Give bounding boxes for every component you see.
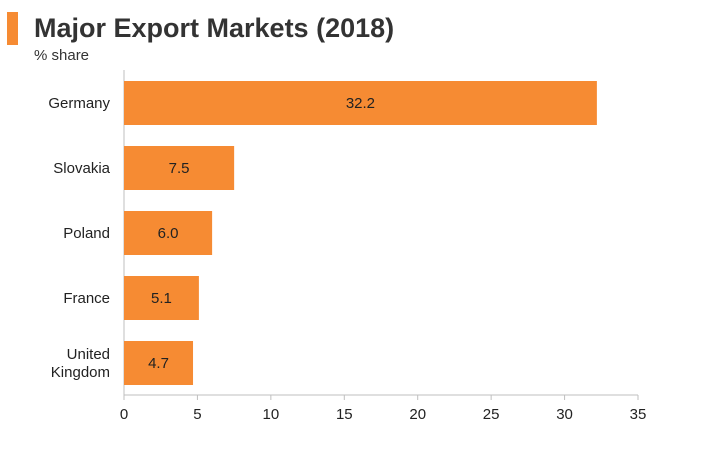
data-label: 5.1 — [151, 290, 172, 307]
category-label: France — [63, 290, 110, 307]
x-tick-label: 5 — [193, 406, 201, 423]
data-label: 7.5 — [169, 160, 190, 177]
chart-title: Major Export Markets (2018) — [34, 13, 395, 43]
category-label: United Kingdom — [51, 346, 110, 381]
chart-subtitle: % share — [34, 47, 90, 64]
x-tick-label: 10 — [263, 406, 280, 423]
data-label: 6.0 — [158, 225, 179, 242]
bar-slovakia — [124, 146, 235, 190]
x-tick-label: 15 — [336, 406, 353, 423]
data-label: 32.2 — [346, 95, 375, 112]
bar-poland — [124, 211, 213, 255]
title-accent-bar — [7, 12, 18, 45]
bar-united-kingdom — [124, 341, 194, 385]
bar-france — [124, 276, 199, 320]
x-tick-label: 25 — [483, 406, 500, 423]
category-label: Poland — [63, 225, 110, 242]
data-label: 4.7 — [148, 355, 169, 372]
category-label: Germany — [48, 95, 110, 112]
category-label: Slovakia — [53, 160, 110, 177]
bar-germany — [124, 81, 597, 125]
x-tick-label: 30 — [556, 406, 573, 423]
x-tick-label: 20 — [409, 406, 426, 423]
x-tick-label: 35 — [630, 406, 647, 423]
x-tick-label: 0 — [120, 406, 128, 423]
